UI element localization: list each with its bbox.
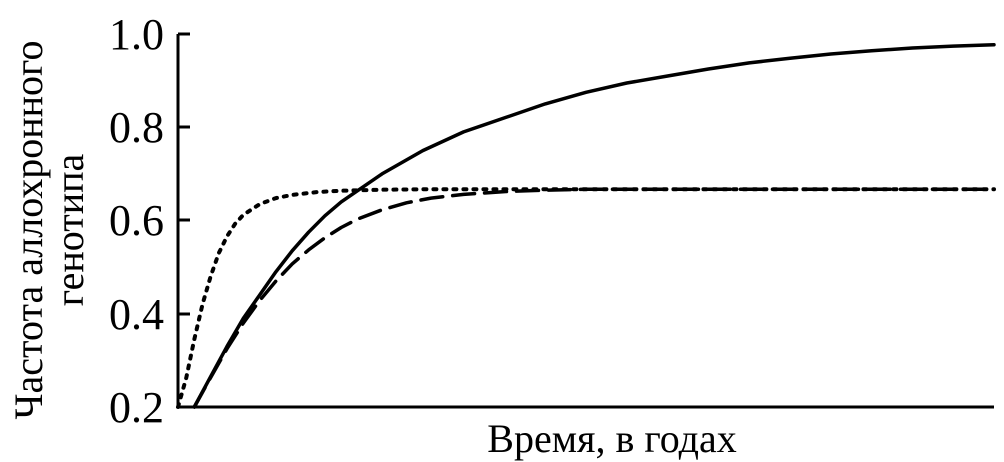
y-tick-label: 1.0 xyxy=(109,10,164,59)
series-layer xyxy=(176,42,996,409)
series-line-solid xyxy=(192,42,996,409)
y-tick-label: 0.8 xyxy=(109,103,164,152)
series-line-dotted xyxy=(176,187,996,409)
y-axis-label-line-2: генотипа xyxy=(47,153,92,306)
series-line-dashed xyxy=(192,187,996,409)
y-tick-label: 0.4 xyxy=(109,290,164,339)
y-tick-label: 0.6 xyxy=(109,196,164,245)
y-axis-label: Частота аллохронного генотипа xyxy=(6,41,92,420)
y-tick-label: 0.2 xyxy=(109,383,164,432)
x-axis-label: Время, в годах xyxy=(487,416,736,461)
y-axis-label-line-1: Частота аллохронного xyxy=(6,41,51,420)
y-ticks: 0.2 0.4 0.6 0.8 1.0 xyxy=(109,10,190,432)
